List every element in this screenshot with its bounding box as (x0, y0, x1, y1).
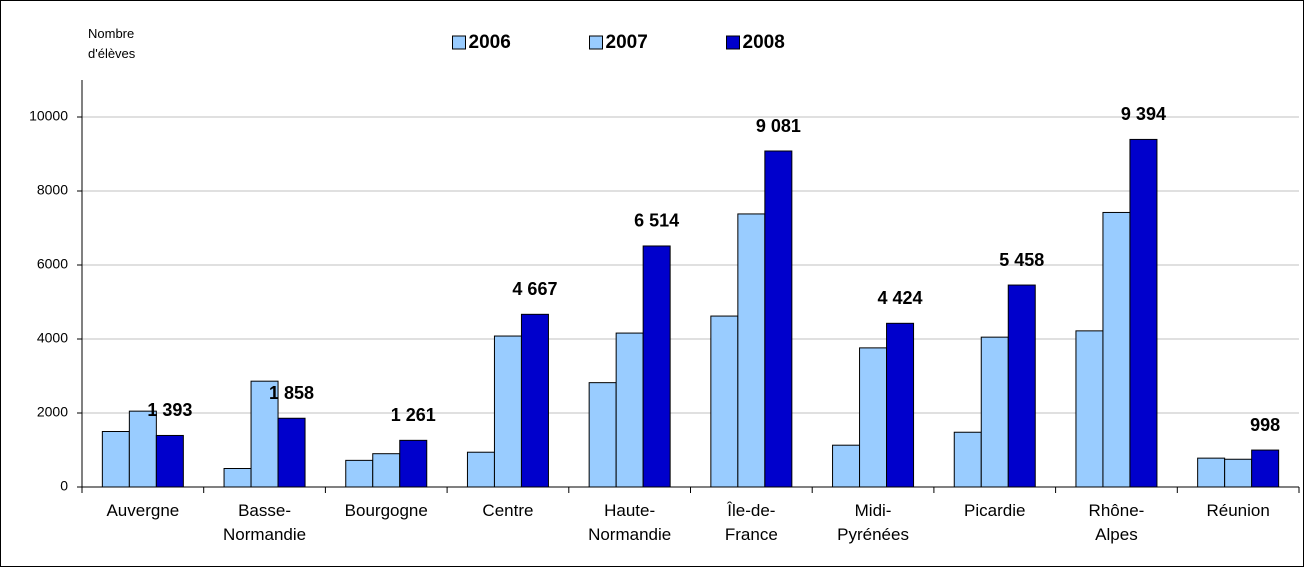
data-label: 998 (1250, 415, 1280, 435)
bar (250, 380, 279, 488)
legend-swatch (726, 35, 740, 50)
bar (493, 335, 522, 488)
y-tick-label: 4000 (37, 330, 68, 346)
x-tick-label: Midi- Pyrénées (837, 501, 909, 544)
data-label: 5 458 (999, 250, 1044, 270)
legend-swatch (452, 35, 466, 50)
bar (101, 431, 130, 488)
x-tick-label: Auvergne (106, 501, 180, 520)
bar (155, 434, 184, 488)
x-tick-label: Basse- Normandie (222, 501, 307, 544)
legend-label: 2008 (743, 32, 785, 53)
bar (223, 468, 252, 488)
bar (737, 213, 766, 488)
bar (642, 245, 671, 488)
bar (345, 459, 374, 488)
data-label: 1 858 (269, 383, 314, 403)
data-label: 9 394 (1121, 104, 1166, 124)
x-tick-label: Bourgogne (344, 501, 428, 520)
bar (466, 451, 495, 488)
bar (1007, 284, 1036, 488)
data-label: 1 261 (391, 405, 436, 425)
bar (615, 332, 644, 488)
data-label: 4 667 (512, 279, 557, 299)
y-tick-label: 2000 (37, 404, 68, 420)
data-label: 9 081 (756, 116, 801, 136)
y-tick-label: 8000 (37, 182, 68, 198)
bar (1224, 458, 1253, 488)
y-tick-label: 6000 (37, 256, 68, 272)
bar (1102, 211, 1131, 488)
bar (399, 439, 428, 488)
data-label: 1 393 (147, 400, 192, 420)
bar (1251, 449, 1280, 488)
y-tick-label: 0 (60, 478, 68, 494)
bar (277, 417, 306, 488)
data-label: 6 514 (634, 211, 679, 231)
x-tick-label: Île-de- France (724, 501, 778, 544)
bar (520, 313, 549, 488)
bar (1129, 138, 1158, 488)
bar (1075, 330, 1104, 488)
bar (128, 410, 157, 488)
x-tick-label: Rhône- Alpes (1088, 501, 1145, 544)
bar (859, 347, 888, 488)
x-tick-label: Picardie (964, 501, 1026, 520)
bar (372, 453, 401, 488)
y-axis-label: Nombre d'élèves (88, 26, 136, 61)
x-tick-label: Centre (482, 501, 534, 520)
data-label: 4 424 (878, 288, 923, 308)
bar (710, 315, 739, 488)
bar (832, 444, 861, 488)
legend-label: 2007 (606, 32, 648, 53)
bar (764, 150, 793, 488)
bar (588, 382, 617, 488)
y-tick-label: 10000 (29, 108, 68, 124)
bar (1197, 457, 1226, 488)
bar (953, 431, 982, 488)
bar (886, 322, 915, 488)
legend-label: 2006 (469, 32, 511, 53)
legend-swatch (589, 35, 603, 50)
x-tick-label: Haute- Normandie (588, 501, 672, 544)
x-tick-label: Réunion (1206, 501, 1270, 520)
bar (980, 336, 1009, 488)
